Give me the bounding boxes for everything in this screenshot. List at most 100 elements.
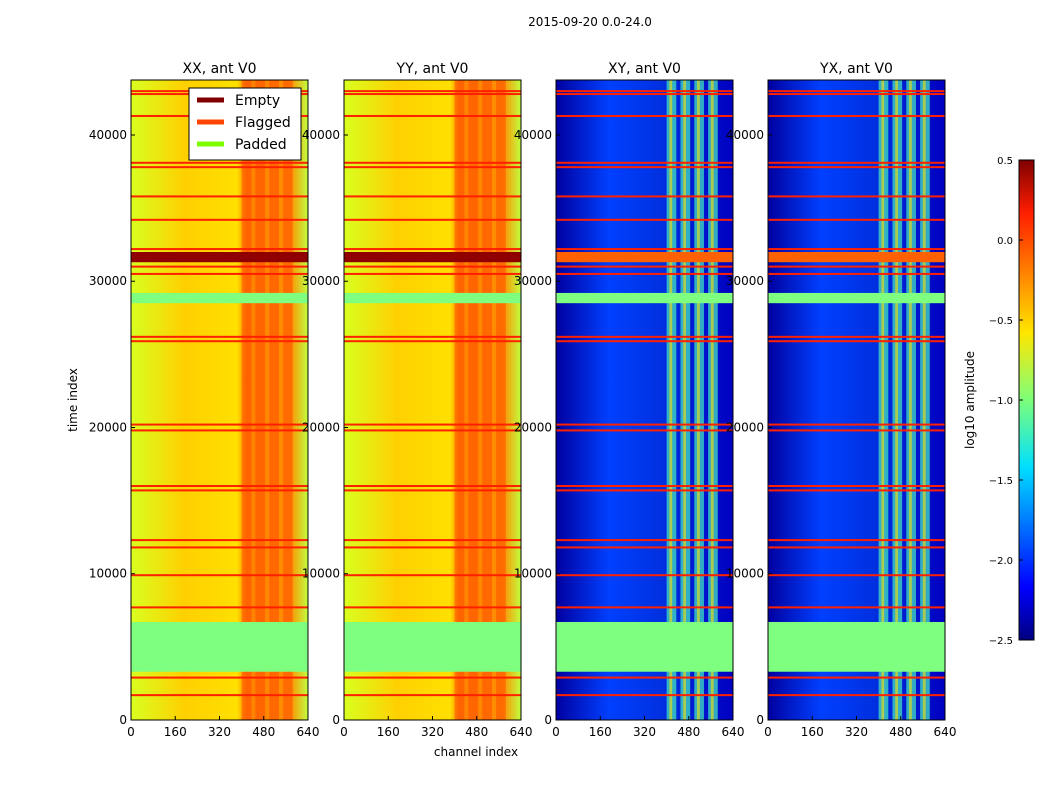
flagged-row: [556, 340, 733, 343]
flagged-row: [131, 265, 308, 268]
padded-band: [131, 622, 308, 672]
flagged-row: [556, 248, 733, 251]
flagged-row: [556, 676, 733, 679]
flagged-row: [131, 539, 308, 542]
flagged-row: [768, 248, 945, 251]
channel-band: [468, 80, 479, 720]
flagged-row: [556, 429, 733, 432]
channel-band-core: [909, 80, 912, 720]
flagged-row: [131, 161, 308, 164]
flagged-row: [344, 423, 521, 426]
legend-label: Padded: [235, 137, 287, 153]
channel-band-core: [922, 80, 926, 720]
flagged-row: [768, 114, 945, 117]
y-tick-label: 20000: [514, 420, 552, 434]
flagged-row: [768, 335, 945, 338]
flagged-row: [131, 606, 308, 609]
flagged-row: [131, 335, 308, 338]
flagged-row: [768, 546, 945, 549]
colorbar-tick-label: −2.0: [989, 556, 1013, 567]
legend-label: Empty: [235, 93, 280, 109]
channel-band: [241, 80, 252, 720]
flagged-row: [768, 484, 945, 487]
flagged-row: [131, 546, 308, 549]
x-axis-label: channel index: [434, 745, 518, 759]
y-tick-label: 30000: [514, 274, 552, 288]
flagged-row: [131, 484, 308, 487]
y-tick-label: 30000: [726, 274, 764, 288]
x-tick-label: 320: [633, 725, 656, 739]
x-tick-label: 480: [677, 725, 700, 739]
flagged-row: [556, 574, 733, 577]
x-tick-label: 480: [465, 725, 488, 739]
flagged-row: [344, 272, 521, 275]
colorbar-tick-label: 0.5: [997, 156, 1013, 167]
flagged-row: [768, 429, 945, 432]
flagged-row: [344, 429, 521, 432]
flagged-row: [344, 90, 521, 93]
flagged-row: [344, 335, 521, 338]
y-tick-label: 40000: [302, 128, 340, 142]
y-tick-label: 10000: [514, 567, 552, 581]
flagged-row: [131, 272, 308, 275]
flagged-row: [768, 574, 945, 577]
padded-band: [344, 622, 521, 672]
channel-band-core: [710, 80, 714, 720]
panel-title: XY, ant V0: [608, 61, 681, 77]
channel-band: [454, 80, 465, 720]
flagged-row: [344, 340, 521, 343]
channel-band: [496, 80, 506, 720]
flagged-row: [556, 195, 733, 198]
flagged-row: [131, 195, 308, 198]
flagged-row: [344, 161, 521, 164]
x-tick-label: 0: [127, 725, 135, 739]
x-tick-label: 320: [845, 725, 868, 739]
y-tick-label: 30000: [89, 274, 127, 288]
y-tick-label: 0: [332, 713, 340, 727]
x-tick-label: 320: [421, 725, 444, 739]
flagged-row: [131, 166, 308, 169]
flagged-row: [556, 272, 733, 275]
flagged-row: [768, 195, 945, 198]
padded-band: [768, 292, 945, 304]
flagged-row: [344, 676, 521, 679]
padded-band: [768, 622, 945, 672]
padded-band: [131, 292, 308, 304]
padded-band: [556, 622, 733, 672]
flagged-row: [344, 484, 521, 487]
y-tick-label: 10000: [89, 567, 127, 581]
flagged-row: [556, 546, 733, 549]
flagged-row: [768, 218, 945, 221]
x-tick-label: 640: [722, 725, 745, 739]
y-tick-label: 10000: [726, 567, 764, 581]
y-tick-label: 40000: [726, 128, 764, 142]
flagged-row: [556, 166, 733, 169]
colorbar-tick-label: −0.5: [989, 316, 1013, 327]
flagged-row: [556, 423, 733, 426]
y-tick-label: 0: [119, 713, 127, 727]
panel-yx: YX, ant V0 0 160 320 480 640 0 10000 20000 30000 4…: [726, 61, 957, 739]
y-tick-label: 0: [756, 713, 764, 727]
flagged-row: [768, 90, 945, 93]
flagged-row: [556, 335, 733, 338]
y-axis-label: time index: [66, 368, 80, 432]
flagged-row: [344, 489, 521, 492]
flagged-row: [344, 574, 521, 577]
flagged-row: [344, 114, 521, 117]
colorbar-tick-label: −1.0: [989, 396, 1013, 407]
empty-band: [556, 251, 733, 263]
flagged-row: [556, 90, 733, 93]
channel-band-core: [697, 80, 700, 720]
flagged-row: [131, 218, 308, 221]
flagged-row: [556, 484, 733, 487]
x-tick-label: 480: [252, 725, 275, 739]
flagged-row: [768, 161, 945, 164]
heatmap-background: [131, 80, 308, 720]
x-tick-label: 160: [164, 725, 187, 739]
y-tick-label: 40000: [514, 128, 552, 142]
channel-band: [482, 80, 492, 720]
flagged-row: [556, 539, 733, 542]
flagged-row: [768, 489, 945, 492]
y-tick-label: 10000: [302, 567, 340, 581]
x-tick-label: 480: [889, 725, 912, 739]
